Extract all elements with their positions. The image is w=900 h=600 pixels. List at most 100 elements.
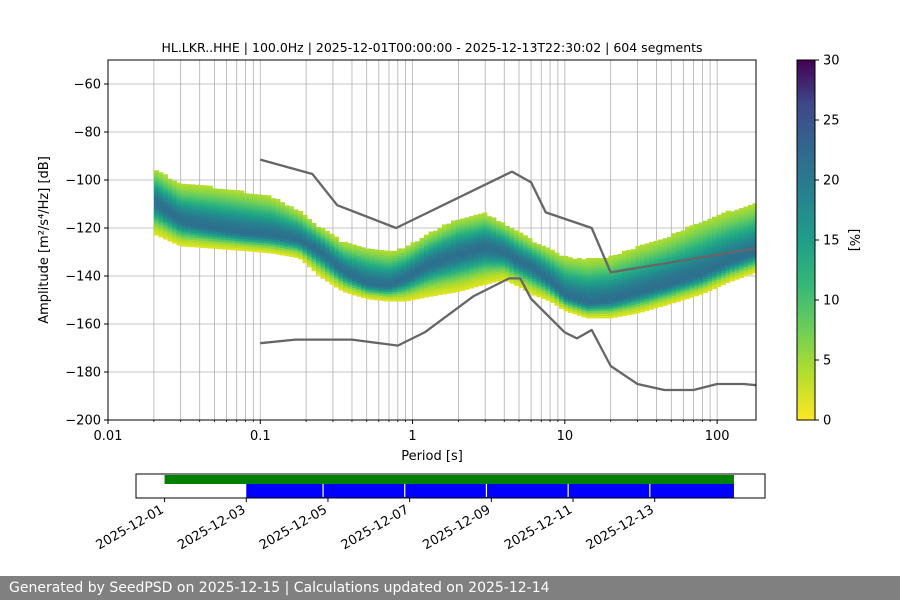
psd-cell xyxy=(478,252,483,255)
psd-cell xyxy=(550,269,555,272)
psd-cell xyxy=(226,239,231,243)
psd-cell xyxy=(473,231,479,235)
colorbar-tick-label: 5 xyxy=(823,354,831,369)
psd-cell xyxy=(334,277,339,281)
psd-cell xyxy=(469,278,474,282)
psd-cell xyxy=(401,255,407,259)
psd-cell xyxy=(581,264,587,267)
psd-cell xyxy=(428,267,434,271)
psd-cell xyxy=(361,256,366,260)
psd-cell xyxy=(176,185,182,188)
psd-cell xyxy=(658,249,663,252)
psd-cell xyxy=(410,271,416,274)
psd-cell xyxy=(266,240,272,244)
psd-cell xyxy=(352,256,357,260)
psd-cell xyxy=(208,226,213,230)
psd-cell xyxy=(586,265,591,268)
psd-cell xyxy=(523,273,528,277)
psd-cell xyxy=(415,265,420,269)
psd-cell xyxy=(293,231,299,234)
psd-cell xyxy=(662,240,668,244)
psd-cell xyxy=(338,258,344,262)
psd-cell xyxy=(437,237,443,240)
psd-cell xyxy=(662,283,668,287)
psd-cell xyxy=(401,284,407,288)
psd-cell xyxy=(550,297,555,301)
psd-cell xyxy=(293,211,299,215)
psd-cell xyxy=(725,261,731,264)
psd-cell xyxy=(739,234,744,238)
psd-cell xyxy=(190,210,195,214)
psd-cell xyxy=(356,294,362,297)
psd-cell xyxy=(199,204,204,208)
psd-cell xyxy=(640,273,645,277)
psd-cell xyxy=(158,193,164,197)
psd-cell xyxy=(554,267,560,270)
psd-cell xyxy=(482,214,488,218)
psd-cell xyxy=(622,270,627,273)
psd-cell xyxy=(392,270,398,273)
psd-cell xyxy=(437,258,443,262)
psd-cell xyxy=(496,252,501,256)
psd-cell xyxy=(203,219,209,222)
psd-cell xyxy=(199,189,204,193)
psd-cell xyxy=(748,209,753,213)
psd-cell xyxy=(532,264,537,267)
psd-cell xyxy=(154,187,159,190)
psd-cell xyxy=(635,281,641,285)
psd-cell xyxy=(320,254,326,258)
psd-cell xyxy=(509,280,515,284)
psd-cell xyxy=(527,281,533,284)
psd-cell xyxy=(347,276,353,280)
psd-cell xyxy=(226,223,231,226)
psd-cell xyxy=(667,294,672,298)
psd-cell xyxy=(361,249,366,253)
psd-cell xyxy=(482,217,488,221)
psd-cell xyxy=(239,214,245,218)
psd-cell xyxy=(446,247,452,251)
psd-cell xyxy=(401,289,407,292)
psd-cell xyxy=(563,263,569,266)
psd-cell xyxy=(743,264,749,267)
psd-cell xyxy=(496,266,501,270)
psd-cell xyxy=(158,217,164,221)
psd-cell xyxy=(667,246,672,250)
psd-cell xyxy=(730,235,735,239)
psd-cell xyxy=(163,212,168,216)
psd-cell xyxy=(392,277,398,280)
psd-cell xyxy=(235,195,240,198)
psd-cell xyxy=(320,276,326,279)
psd-cell xyxy=(541,250,546,254)
psd-cell xyxy=(626,298,632,301)
psd-cell xyxy=(694,231,699,234)
psd-cell xyxy=(379,290,384,294)
psd-cell xyxy=(235,238,240,241)
psd-cell xyxy=(199,201,204,205)
psd-cell xyxy=(419,288,425,292)
psd-cell xyxy=(707,271,713,275)
psd-cell xyxy=(433,288,438,292)
psd-cell xyxy=(667,285,672,288)
psd-cell xyxy=(622,296,627,300)
psd-cell xyxy=(649,297,654,301)
psd-cell xyxy=(266,216,272,220)
psd-cell xyxy=(631,309,636,312)
psd-cell xyxy=(185,184,191,187)
psd-cell xyxy=(415,294,420,297)
psd-cell xyxy=(469,259,474,263)
psd-cell xyxy=(667,280,672,283)
psd-cell xyxy=(676,243,681,247)
psd-cell xyxy=(694,276,699,280)
psd-cell xyxy=(604,272,609,276)
psd-cell xyxy=(613,257,618,260)
psd-cell xyxy=(361,254,366,258)
psd-cell xyxy=(392,265,398,268)
psd-cell xyxy=(545,288,551,292)
psd-cell xyxy=(451,251,456,255)
psd-cell xyxy=(689,292,695,296)
psd-cell xyxy=(275,213,281,217)
psd-cell xyxy=(464,236,470,240)
psd-cell xyxy=(284,217,290,221)
y-tick-label: −180 xyxy=(65,366,101,381)
psd-cell xyxy=(253,234,258,238)
